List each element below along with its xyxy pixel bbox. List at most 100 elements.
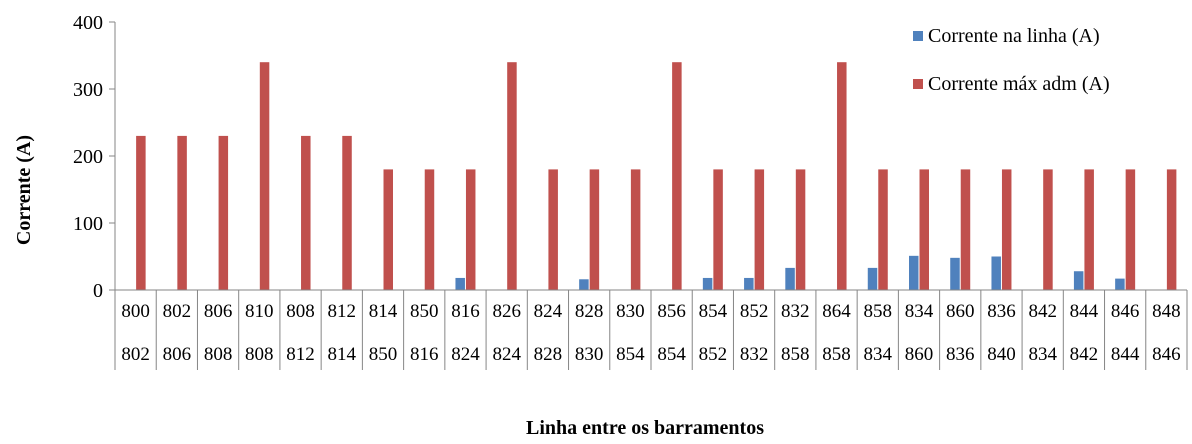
x-tick-label-to: 834: [864, 344, 893, 365]
bar-corrente-max-810-808: [259, 62, 270, 291]
bar-corrente-max-854-852: [713, 169, 723, 290]
x-tick-label-from: 832: [781, 301, 810, 322]
x-tick-label-to: 854: [616, 344, 645, 365]
x-axis-title: Linha entre os barramentos: [526, 417, 764, 439]
x-tick-label-to: 806: [163, 344, 192, 365]
x-tick-label-to: 808: [204, 344, 233, 365]
x-tick-label-from: 844: [1070, 301, 1099, 322]
legend-label: Corrente na linha (A): [928, 25, 1100, 47]
bar-corrente-max-806-808: [218, 135, 229, 290]
x-tick-label-from: 836: [987, 301, 1016, 322]
legend-label: Corrente máx adm (A): [928, 73, 1110, 95]
x-tick-label-to: 850: [369, 344, 398, 365]
x-tick-label-from: 816: [451, 301, 480, 322]
x-tick-label-from: 860: [946, 301, 975, 322]
x-tick-label-to: 824: [451, 344, 480, 365]
bar-corrente-max-844-842: [1084, 169, 1094, 290]
y-tick-label: 400: [73, 12, 103, 34]
bar-corrente-max-858-834: [878, 169, 888, 290]
x-tick-label-from: 814: [369, 301, 398, 322]
bar-corrente-max-812-814: [342, 135, 352, 290]
x-tick-label-from: 848: [1152, 301, 1181, 322]
y-axis: 0 100 200 300 400: [73, 12, 116, 302]
x-tick-label-to: 830: [575, 344, 604, 365]
bar-corrente-max-830-854: [630, 169, 641, 290]
x-tick-label-from: 802: [163, 301, 192, 322]
x-tick-label-from: 800: [121, 301, 150, 322]
bar-corrente-max-832-858: [795, 169, 806, 290]
bar-corrente-max-824-828: [548, 169, 558, 290]
y-tick-label: 200: [73, 146, 103, 168]
x-tick-label-to: 828: [534, 344, 563, 365]
bar-corrente-max-856-854: [672, 62, 682, 291]
x-tick-label-from: 828: [575, 301, 604, 322]
bar-corrente-max-814-850: [383, 169, 393, 290]
y-tick-label: 300: [73, 79, 103, 101]
x-tick-label-from: 808: [286, 301, 315, 322]
bar-corrente-linha-834-860: [909, 255, 919, 290]
x-tick-label-to: 858: [781, 344, 810, 365]
x-tick-label-from: 854: [699, 301, 728, 322]
x-tick-label-to: 814: [328, 344, 357, 365]
bar-corrente-linha-846-844: [1115, 278, 1125, 290]
legend-swatch: [913, 31, 923, 41]
bar-corrente-max-826-824: [507, 62, 517, 291]
x-tick-label-to: 808: [245, 344, 274, 365]
bar-corrente-linha-852-832: [744, 277, 754, 290]
x-tick-label-to: 844: [1111, 344, 1140, 365]
x-tick-label-from: 842: [1028, 301, 1057, 322]
bar-corrente-linha-860-836: [950, 257, 960, 290]
bar-corrente-max-842-834: [1043, 169, 1053, 290]
x-tick-label-from: 856: [657, 301, 686, 322]
x-tick-label-to: 816: [410, 344, 439, 365]
bar-corrente-max-836-840: [1001, 169, 1012, 290]
x-tick-label-from: 824: [534, 301, 563, 322]
bar-corrente-max-850-816: [424, 169, 435, 290]
bar-corrente-max-834-860: [919, 169, 929, 290]
x-tick-label-from: 830: [616, 301, 645, 322]
x-tick-label-to: 834: [1028, 344, 1057, 365]
x-tick-label-to: 832: [740, 344, 769, 365]
bar-corrente-linha-844-842: [1073, 271, 1084, 290]
x-tick-label-to: 858: [822, 344, 851, 365]
x-tick-label-to: 802: [121, 344, 150, 365]
x-tick-label-from: 806: [204, 301, 233, 322]
legend: Corrente na linha (A) Corrente máx adm (A…: [913, 25, 1110, 95]
x-tick-label-to: 812: [286, 344, 315, 365]
x-tick-label-from: 852: [740, 301, 769, 322]
bar-corrente-linha-836-840: [991, 256, 1001, 290]
y-tick-label: 100: [73, 213, 103, 235]
bar-corrente-linha-858-834: [867, 267, 878, 290]
x-tick-label-from: 810: [245, 301, 274, 322]
bar-corrente-max-828-830: [589, 169, 600, 290]
x-tick-label-from: 850: [410, 301, 439, 322]
bar-corrente-linha-832-858: [785, 267, 795, 290]
bar-corrente-max-808-812: [301, 135, 311, 290]
x-tick-label-to: 842: [1070, 344, 1099, 365]
x-tick-label-from: 812: [328, 301, 357, 322]
x-tick-label-to: 840: [987, 344, 1016, 365]
bar-corrente-max-816-824: [465, 169, 476, 290]
x-tick-label-to: 860: [905, 344, 934, 365]
legend-swatch: [913, 79, 923, 89]
bar-corrente-max-852-832: [754, 169, 765, 290]
bar-corrente-max-848-846: [1166, 169, 1177, 290]
x-tick-label-from: 846: [1111, 301, 1140, 322]
bar-corrente-max-864-858: [837, 62, 847, 291]
bar-corrente-linha-816-824: [455, 277, 465, 290]
x-tick-label-to: 852: [699, 344, 728, 365]
x-tick-label-to: 824: [492, 344, 521, 365]
bar-corrente-max-800-802: [136, 135, 146, 290]
bar-corrente-max-846-844: [1125, 169, 1136, 290]
x-tick-label-from: 826: [492, 301, 521, 322]
x-tick-label-from: 834: [905, 301, 934, 322]
x-tick-label-to: 854: [657, 344, 686, 365]
y-tick-label: 0: [93, 280, 103, 302]
bar-corrente-max-860-836: [960, 169, 971, 290]
bar-corrente-linha-828-830: [579, 279, 589, 290]
x-tick-label-to: 836: [946, 344, 975, 365]
bars: [136, 62, 1177, 291]
x-tick-label-to: 846: [1152, 344, 1181, 365]
y-axis-title: Corrente (A): [13, 135, 35, 245]
